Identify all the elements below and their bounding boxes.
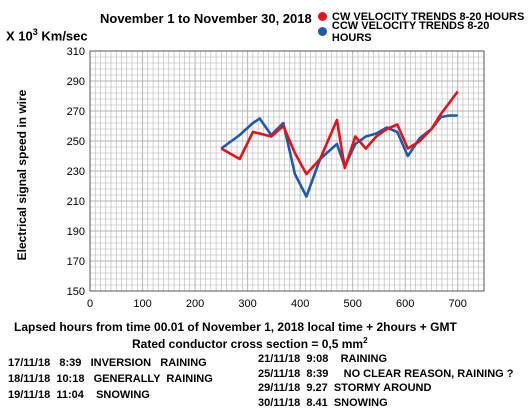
- legend-label-cw: CW VELOCITY TRENDS 8-20 HOURS: [332, 10, 525, 23]
- y-tick-label: 250: [67, 136, 85, 148]
- legend-swatch-cw: [318, 12, 327, 21]
- note-line: 21/11/18 9:08 RAINING: [258, 353, 388, 365]
- y-tick-label: 190: [67, 226, 85, 238]
- y-unit-label: X 103 Km/sec: [6, 27, 88, 43]
- y-unit-suffix: Km/sec: [37, 28, 88, 44]
- chart-title: November 1 to November 30, 2018: [100, 11, 312, 26]
- subtitle-text: Rated conductor cross section = 0,5 mm: [132, 337, 364, 351]
- legend-swatch-ccw: [318, 27, 327, 36]
- y-tick-label: 210: [67, 196, 85, 208]
- y-tick-label: 170: [67, 256, 85, 268]
- legend-label-ccw: CCW VELOCITY TRENDS 8-20 HOURS: [331, 19, 490, 44]
- note-line: 30/11/18 8.41 SNOWING: [258, 396, 388, 409]
- y-unit-prefix: X 10: [6, 28, 33, 44]
- x-tick-label: 200: [186, 298, 204, 310]
- x-tick-label: 400: [291, 298, 309, 310]
- note-line: 25/11/18 8:39 NO CLEAR REASON, RAINING ?: [258, 367, 514, 380]
- series-line-cw: [220, 90, 459, 176]
- legend: CW VELOCITY TRENDS 8-20 HOURS CCW VELOCI…: [318, 9, 530, 44]
- subtitle-exponent: 2: [363, 336, 368, 345]
- plot-border: [89, 50, 485, 292]
- legend-item-ccw: CCW VELOCITY TRENDS 8-20 HOURS: [318, 20, 530, 44]
- conductor-cross-section-note: Rated conductor cross section = 0,5 mm2: [132, 336, 368, 351]
- x-tick-label: 700: [449, 298, 467, 310]
- y-unit-exponent: 3: [32, 27, 38, 37]
- note-line: 17/11/18 8:39 INVERSION RAINING: [8, 357, 207, 369]
- x-tick-label: 500: [343, 298, 361, 310]
- y-tick-label: 310: [67, 46, 85, 58]
- notes-left: 17/11/18 8:39 INVERSION RAINING 18/11/18…: [8, 355, 213, 403]
- x-axis-label: Lapsed hours from time 00.01 of November…: [14, 320, 457, 334]
- note-line: 29/11/18 9.27 STORMY AROUND: [258, 382, 432, 394]
- x-tick-label: 600: [396, 298, 414, 310]
- notes-right: 21/11/18 9:08 RAINING 25/11/18 8:39 NO C…: [258, 352, 514, 410]
- y-tick-label: 290: [67, 76, 85, 88]
- x-tick-label: 300: [238, 298, 256, 310]
- note-line: 19/11/18 11:04 SNOWING: [8, 389, 150, 401]
- y-tick-label: 270: [67, 106, 85, 118]
- y-tick-label: 150: [67, 286, 85, 298]
- x-tick-label: 0: [87, 298, 93, 310]
- y-tick-label: 230: [67, 166, 85, 178]
- legend-item-cw: CW VELOCITY TRENDS 8-20 HOURS: [318, 9, 530, 24]
- note-line: 18/11/18 10:18 GENERALLY RAINING: [8, 373, 213, 385]
- x-tick-label: 100: [133, 298, 151, 310]
- series-line-ccw: [220, 114, 458, 198]
